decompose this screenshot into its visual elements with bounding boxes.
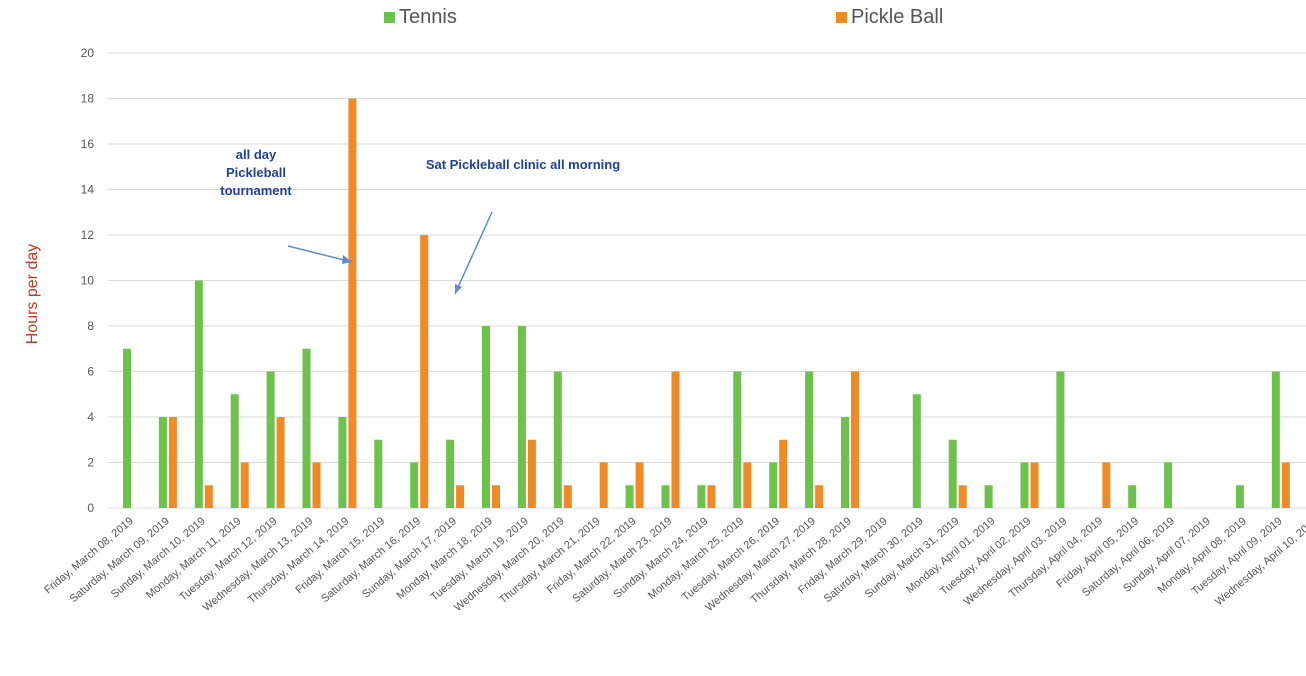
bar-pickleball [312,462,321,508]
bar-tennis [1164,462,1173,508]
y-tick-label: 16 [81,137,95,151]
arrowhead-clinic [455,284,462,294]
bar-tennis [302,348,311,508]
bar-tennis [841,417,849,508]
bar-pickleball [707,485,716,508]
bar-pickleball [527,439,536,508]
annotation-tournament: all day Pickleball tournament [220,147,292,198]
legend-tennis: Tennis [384,6,457,29]
bar-pickleball [348,98,357,508]
bar-pickleball [492,485,500,508]
bar-tennis [553,371,562,508]
bar-tennis [661,485,670,508]
bar-tennis [1056,371,1065,508]
bar-pickleball [779,439,788,508]
bar-pickleball [420,235,429,508]
arrow-clinic [454,211,493,295]
bar-tennis [769,462,778,508]
bar-tennis [374,439,383,508]
bar-pickleball [276,417,285,508]
bar-tennis [446,439,455,508]
bar-tennis [625,485,634,508]
bar-pickleball [168,417,177,508]
bar-tennis [230,394,239,508]
bar-tennis [158,417,167,508]
bar-tennis [1235,485,1244,508]
bar-tennis [482,326,490,508]
bar-pickleball [563,485,572,508]
y-tick-label: 14 [81,183,95,197]
legend-swatch-tennis [384,12,395,23]
bar-pickleball [671,371,680,508]
legend-swatch-pickleball [836,12,847,23]
bar-tennis [733,371,742,508]
bar-tennis [948,439,957,508]
legend-label-tennis: Tennis [399,6,457,28]
y-axis-label: Hours per day [24,243,41,345]
gridlines [108,52,1306,509]
bar-tennis [194,280,203,508]
y-tick-label: 6 [87,365,94,379]
bar-tennis [517,326,526,508]
bar-tennis [805,371,814,508]
bar-tennis [697,485,706,508]
bar-pickleball [1030,462,1039,508]
bar-pickleball [1281,462,1290,508]
bar-tennis [410,462,419,508]
y-tick-label: 18 [81,92,95,106]
bar-pickleball [635,462,644,508]
bar-tennis [1271,371,1280,508]
bar-tennis [912,394,921,508]
bar-tennis [1020,462,1029,508]
bar-pickleball [815,485,824,508]
bar-tennis [338,417,347,508]
bar-pickleball [1102,462,1111,508]
bars [123,98,1290,508]
arrow-tournament [287,245,353,263]
annotation-arrows [287,211,493,295]
y-axis-ticks: 0 2 4 6 8 10 12 14 16 18 20 [81,46,95,515]
y-tick-label: 2 [87,456,94,470]
y-tick-label: 12 [81,228,95,242]
y-tick-label: 8 [87,319,94,333]
y-tick-label: 0 [87,501,94,515]
bar-pickleball [743,462,752,508]
bar-pickleball [204,485,213,508]
bar-pickleball [456,485,465,508]
y-tick-label: 20 [81,46,95,60]
bar-pickleball [851,371,859,508]
legend-pickleball: Pickle Ball [836,6,943,29]
y-tick-label: 4 [87,410,94,424]
bar-tennis [123,348,131,508]
bar-tennis [1128,485,1137,508]
legend-label-pickleball: Pickle Ball [851,6,944,28]
bar-tennis [266,371,275,508]
y-tick-label: 10 [81,274,95,288]
arrowhead-tournament [342,255,352,264]
annotation-clinic: Sat Pickleball clinic all morning [425,157,621,172]
bar-pickleball [599,462,608,508]
bar-tennis [984,485,993,508]
bar-pickleball [240,462,249,508]
bar-pickleball [958,485,967,508]
